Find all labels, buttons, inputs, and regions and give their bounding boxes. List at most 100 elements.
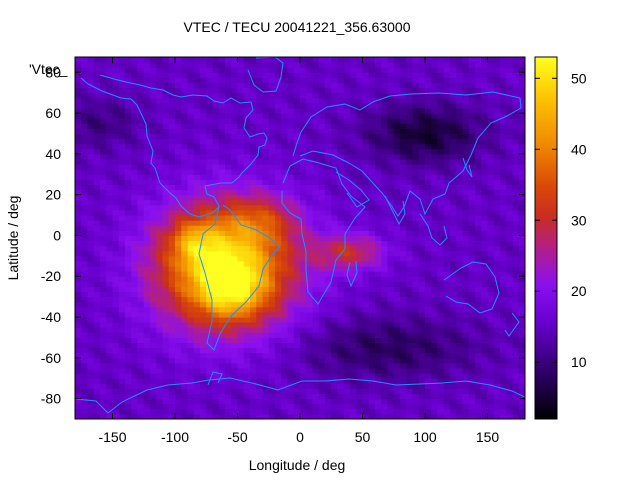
heatmap-cell [462,62,470,68]
heatmap-cell [212,281,220,287]
heatmap-cell [225,230,232,236]
heatmap-cell [406,174,413,180]
heatmap-cell [337,102,345,109]
heatmap-cell [368,398,376,405]
heatmap-cell [337,332,345,338]
heatmap-cell [187,266,195,272]
heatmap-cell [200,164,207,170]
heatmap-cell [493,225,501,231]
heatmap-cell [143,317,151,323]
heatmap-cell [200,189,207,196]
heatmap-cell [131,301,138,308]
heatmap-cell [493,57,501,63]
heatmap-cell [331,352,338,359]
heatmap-cell [318,347,326,354]
heatmap-cell [125,87,132,94]
heatmap-cell [356,378,363,384]
heatmap-cell [100,92,107,99]
heatmap-cell [468,174,476,180]
heatmap-cell [331,266,338,272]
heatmap-cell [168,291,176,298]
heatmap-cell [406,408,413,415]
heatmap-cell [443,317,451,323]
heatmap-cell [475,82,482,89]
heatmap-cell [468,199,476,206]
heatmap-cell [362,77,370,83]
heatmap-cell [431,235,438,242]
heatmap-cell [412,235,420,242]
heatmap-cell [406,57,413,63]
heatmap-cell [368,220,376,226]
heatmap-cell [87,113,95,119]
heatmap-cell [175,113,182,119]
heatmap-cell [312,138,320,145]
heatmap-cell [425,230,432,236]
heatmap-cell [256,311,263,318]
heatmap-cell [162,143,170,150]
heatmap-cell [487,291,495,298]
heatmap-cell [237,311,245,318]
heatmap-cell [368,113,376,119]
heatmap-cell [350,164,357,170]
heatmap-cell [393,143,401,150]
heatmap-cell [306,245,313,252]
heatmap-cell [475,153,482,160]
heatmap-cell [275,87,282,94]
heatmap-cell [362,153,370,160]
heatmap-cell [375,174,382,180]
heatmap-cell [300,357,307,364]
heatmap-cell [275,271,282,277]
heatmap-cell [75,306,82,313]
heatmap-cell [475,337,482,344]
heatmap-cell [162,92,170,99]
heatmap-cell [293,235,301,242]
heatmap-cell [387,281,395,287]
heatmap-cell [468,311,476,318]
heatmap-cell [187,169,195,175]
heatmap-cell [325,230,332,236]
heatmap-cell [168,199,176,206]
heatmap-cell [168,164,176,170]
heatmap-cell [262,169,270,175]
heatmap-cell [256,398,263,405]
heatmap-cell [193,393,201,400]
heatmap-cell [250,245,257,252]
heatmap-cell [437,174,445,180]
heatmap-cell [412,169,420,175]
heatmap-cell [268,184,276,191]
heatmap-cell [362,113,370,119]
heatmap-cell [493,158,501,165]
heatmap-cell [387,286,395,293]
heatmap-cell [293,255,301,262]
heatmap-cell [150,250,157,257]
heatmap-cell [206,255,213,262]
heatmap-cell [450,255,457,262]
heatmap-cell [175,255,182,262]
heatmap-cell [350,87,357,94]
heatmap-cell [362,281,370,287]
heatmap-cell [343,209,351,216]
heatmap-cell [331,174,338,180]
heatmap-cell [162,179,170,185]
heatmap-cell [162,148,170,155]
heatmap-cell [412,215,420,221]
heatmap-cell [356,383,363,389]
heatmap-cell [137,225,145,231]
heatmap-cell [206,296,213,303]
heatmap-cell [75,266,82,272]
heatmap-cell [293,296,301,303]
heatmap-cell [318,82,326,89]
heatmap-cell [200,72,207,78]
heatmap-cell [368,215,376,221]
heatmap-cell [200,291,207,298]
heatmap-cell [368,245,376,252]
heatmap-cell [493,317,501,323]
heatmap-cell [362,225,370,231]
heatmap-cell [131,286,138,293]
heatmap-cell [181,373,188,379]
heatmap-cell [306,199,313,206]
heatmap-cell [75,322,82,328]
heatmap-cell [181,393,188,400]
heatmap-cell [225,332,232,338]
heatmap-cell [275,383,282,389]
